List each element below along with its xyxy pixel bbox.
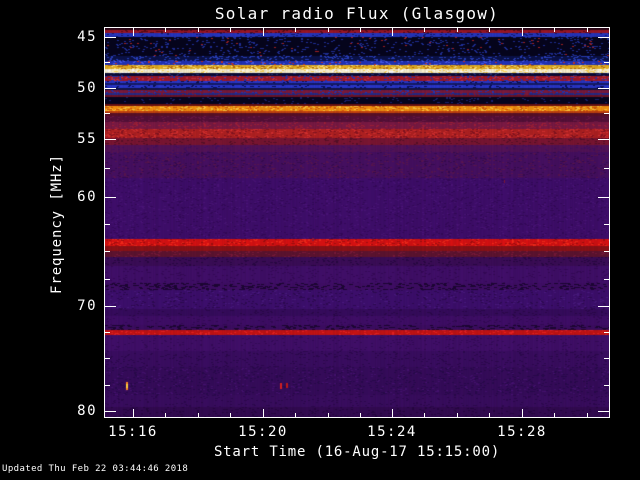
x-minor-tick: [198, 413, 199, 417]
y-tick-label: 60: [77, 189, 97, 205]
updated-timestamp: Updated Thu Feb 22 03:44:46 2018: [2, 464, 189, 474]
y-minor-tick: [105, 358, 110, 359]
y-major-tick: [598, 37, 609, 38]
x-minor-tick: [489, 28, 490, 32]
y-major-tick: [105, 88, 116, 89]
x-minor-tick: [424, 413, 425, 417]
x-axis-label: Start Time (16-Aug-17 15:15:00): [213, 444, 501, 460]
y-minor-tick: [604, 358, 609, 359]
x-major-tick: [392, 409, 393, 417]
x-minor-tick: [230, 413, 231, 417]
plot-frame: [104, 27, 610, 418]
y-tick-label: 50: [77, 80, 97, 96]
x-minor-tick: [489, 413, 490, 417]
x-minor-tick: [457, 413, 458, 417]
y-minor-tick: [604, 279, 609, 280]
x-major-tick: [133, 409, 134, 417]
x-minor-tick: [295, 413, 296, 417]
y-major-tick: [105, 139, 116, 140]
x-tick-label: 15:16: [108, 424, 158, 440]
x-tick-label: 15:28: [497, 424, 547, 440]
y-major-tick: [598, 306, 609, 307]
y-minor-tick: [105, 62, 110, 63]
x-minor-tick: [165, 413, 166, 417]
y-minor-tick: [604, 62, 609, 63]
x-major-tick: [263, 409, 264, 417]
y-major-tick: [105, 411, 116, 412]
x-minor-tick: [198, 28, 199, 32]
x-tick-label: 15:24: [367, 424, 417, 440]
y-minor-tick: [604, 251, 609, 252]
spectrogram-canvas: [105, 28, 609, 417]
x-minor-tick: [295, 28, 296, 32]
y-tick-label: 80: [77, 403, 97, 419]
y-major-tick: [598, 88, 609, 89]
x-minor-tick: [165, 28, 166, 32]
y-minor-tick: [105, 385, 110, 386]
y-major-tick: [598, 197, 609, 198]
y-minor-tick: [604, 332, 609, 333]
y-minor-tick: [604, 113, 609, 114]
x-minor-tick: [554, 28, 555, 32]
y-minor-tick: [604, 385, 609, 386]
x-minor-tick: [360, 413, 361, 417]
x-minor-tick: [328, 28, 329, 32]
y-minor-tick: [604, 224, 609, 225]
x-major-tick: [263, 28, 264, 36]
y-minor-tick: [105, 113, 110, 114]
y-minor-tick: [604, 168, 609, 169]
y-major-tick: [105, 306, 116, 307]
y-tick-label: 45: [77, 29, 97, 45]
y-tick-label: 55: [77, 131, 97, 147]
x-minor-tick: [424, 28, 425, 32]
y-major-tick: [598, 139, 609, 140]
x-minor-tick: [457, 28, 458, 32]
y-major-tick: [598, 411, 609, 412]
x-minor-tick: [360, 28, 361, 32]
y-minor-tick: [105, 251, 110, 252]
x-major-tick: [522, 28, 523, 36]
y-major-tick: [105, 37, 116, 38]
page-title: Solar radio Flux (Glasgow): [214, 4, 500, 23]
x-minor-tick: [587, 28, 588, 32]
x-major-tick: [522, 409, 523, 417]
x-minor-tick: [587, 413, 588, 417]
x-minor-tick: [554, 413, 555, 417]
y-minor-tick: [105, 168, 110, 169]
y-minor-tick: [105, 279, 110, 280]
y-tick-label: 70: [77, 298, 97, 314]
y-minor-tick: [105, 224, 110, 225]
x-minor-tick: [328, 413, 329, 417]
y-axis-label: Frequency [MHz]: [49, 154, 65, 294]
x-tick-label: 15:20: [238, 424, 288, 440]
x-minor-tick: [230, 28, 231, 32]
x-major-tick: [392, 28, 393, 36]
x-major-tick: [133, 28, 134, 36]
y-minor-tick: [105, 332, 110, 333]
y-major-tick: [105, 197, 116, 198]
